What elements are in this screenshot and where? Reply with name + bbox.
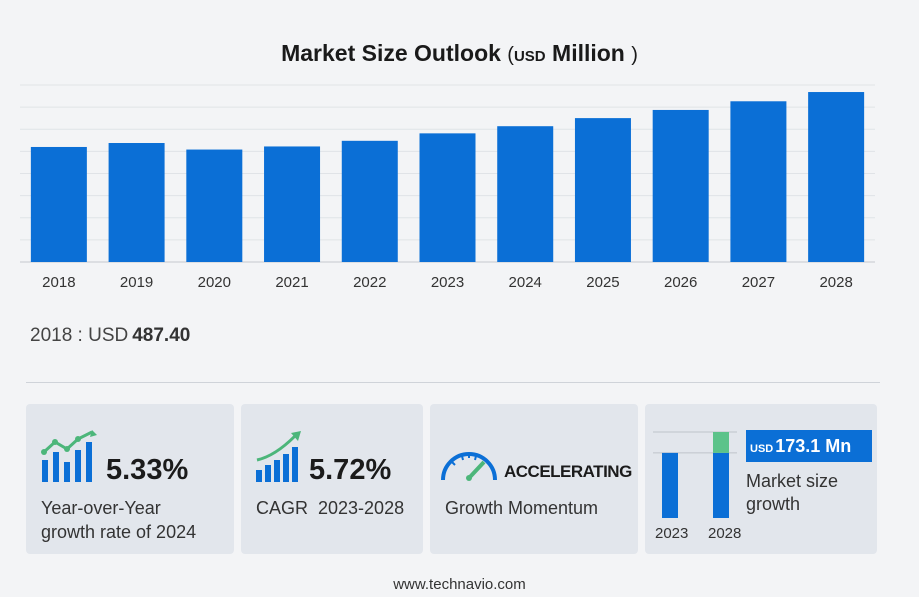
cagr-description: CAGR 2023-2028: [256, 496, 404, 520]
growth-card: USD 173.1 Mn Market size growth 2023 2028: [645, 404, 877, 554]
x-tick-label: 2024: [509, 274, 542, 291]
growth-badge-usd: USD: [750, 443, 774, 455]
growth-bars-icon: [41, 430, 97, 482]
growth-badge-amount: 173.1 Mn: [775, 436, 852, 456]
base-value-number: 487.40: [132, 325, 191, 346]
x-tick-label: 2020: [198, 274, 231, 291]
x-tick-label: 2028: [819, 274, 852, 291]
mini-bar-2028-growth: [713, 432, 729, 453]
bar-chart: 2018 2019 2020 2021 2022 2023 2024 2025 2026 2027…: [20, 84, 875, 291]
momentum-value: ACCELERATING: [504, 462, 632, 481]
growth-label-line1: Market size: [746, 471, 839, 491]
title-usd: USD: [513, 48, 546, 65]
bar-2028: [808, 92, 865, 262]
x-tick-label: 2026: [664, 274, 697, 291]
momentum-card: ACCELERATING Growth Momentum: [430, 404, 638, 554]
growth-label-line2: growth: [746, 494, 801, 514]
cagr-card: 5.72% CAGR 2023-2028: [241, 404, 423, 554]
x-tick-label: 2025: [586, 274, 619, 291]
yoy-value: 5.33%: [106, 454, 189, 486]
bar-2023: [419, 133, 476, 262]
bar-2018: [30, 146, 87, 262]
growth-badge: USD 173.1 Mn: [746, 430, 872, 462]
x-tick-label: 2027: [742, 274, 775, 291]
bar-2025: [574, 118, 631, 262]
base-value-label: 2018 : USD: [30, 325, 129, 346]
momentum-desc-line1: Growth Momentum: [445, 498, 599, 518]
x-tick-label: 2018: [42, 274, 75, 291]
yoy-description: Year-over-Year growth rate of 2024: [41, 496, 196, 544]
growth-label: Market size growth: [746, 470, 838, 516]
title-paren-close: ): [631, 44, 638, 66]
mini-year-end: 2028: [708, 525, 742, 542]
divider: [26, 382, 880, 383]
title-paren-open: (: [507, 44, 514, 66]
title-unit: Million: [552, 40, 625, 66]
cagr-value: 5.72%: [309, 454, 392, 486]
title-main: Market Size Outlook: [281, 40, 501, 66]
chart-title: Market Size Outlook (USD Million ): [0, 40, 919, 67]
momentum-description: Growth Momentum: [445, 496, 598, 520]
mini-bar-2023: [662, 452, 678, 518]
footer-site: www.technavio.com: [393, 576, 526, 593]
x-tick-label: 2022: [353, 274, 386, 291]
rising-bars-icon: [256, 431, 301, 482]
bar-2026: [652, 109, 709, 263]
bar-2020: [186, 149, 243, 262]
bar-2022: [341, 140, 398, 262]
x-tick-label: 2019: [120, 274, 153, 291]
x-tick-label: 2021: [275, 274, 308, 291]
bar-2021: [264, 146, 321, 262]
base-value: 2018 : USD 487.40: [30, 325, 190, 347]
mini-growth-chart: [653, 431, 737, 518]
bar-2027: [730, 101, 787, 262]
yoy-desc-line1: Year-over-Year: [41, 498, 161, 518]
bar-2024: [497, 126, 554, 262]
mini-bar-2028-base: [713, 452, 729, 518]
speedometer-icon: [441, 452, 497, 481]
bar-2019: [108, 143, 165, 262]
x-tick-label: 2023: [431, 274, 464, 291]
yoy-desc-line2: growth rate of 2024: [41, 522, 197, 542]
mini-year-start: 2023: [655, 525, 689, 542]
cagr-desc-line1: CAGR 2023-2028: [256, 498, 405, 518]
yoy-card: 5.33% Year-over-Year growth rate of 2024: [26, 404, 234, 554]
